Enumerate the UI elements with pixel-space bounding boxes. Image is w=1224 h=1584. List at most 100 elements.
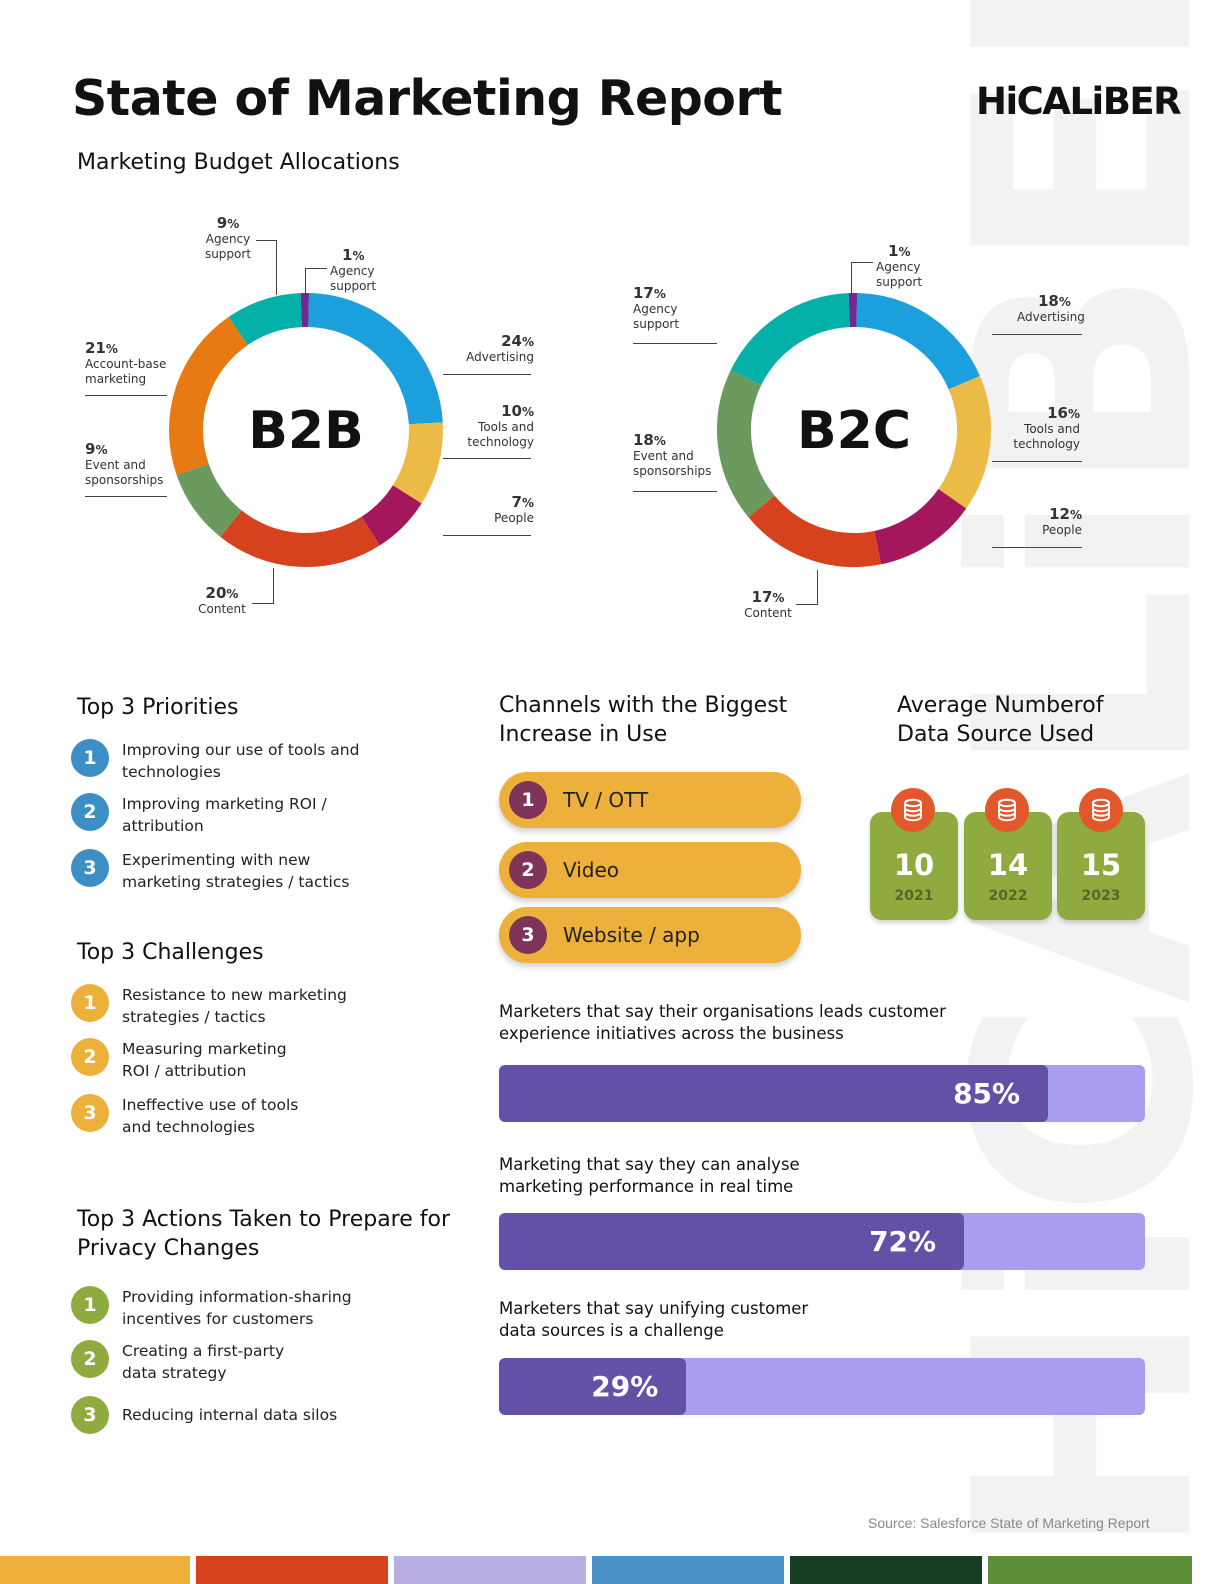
channel-pill-tv-ott: 1 TV / OTT [499, 772, 801, 828]
b2c-people-pct: 12 [1049, 505, 1070, 523]
priority-number-badge: 1 [71, 739, 109, 777]
actions-list: 1 Providing information-sharing incentiv… [71, 1284, 411, 1444]
data-source-count: 10 [893, 848, 935, 882]
action-number-badge: 3 [71, 1396, 109, 1434]
b2c-tools-callout: 16% Tools and technology [994, 404, 1080, 452]
b2c-agency-teal-leader [633, 343, 717, 344]
brand-logo: HiCALiBER [976, 80, 1182, 123]
action-number-badge: 1 [71, 1286, 109, 1324]
priority-number-badge: 3 [71, 849, 109, 887]
data-source-count: 15 [1080, 848, 1122, 882]
b2b-event-label: Event and sponsorships [85, 458, 164, 487]
b2b-content-leader [252, 568, 274, 604]
b2c-tools-leader [992, 461, 1082, 462]
b2b-center-label: B2B [248, 401, 363, 461]
b2c-content-callout: 17% Content [732, 588, 804, 621]
b2c-agency-purple-label: Agency support [876, 260, 923, 289]
stat-bar-fill: 85% [499, 1065, 1049, 1122]
b2c-agency-teal-label: Agency support [633, 302, 680, 331]
challenge-number-badge: 3 [71, 1094, 109, 1132]
channel-number-badge: 2 [509, 851, 547, 889]
b2b-slice-account-base-marketing [169, 316, 249, 476]
stat-bar-fill: 72% [499, 1213, 965, 1270]
channel-label: TV / OTT [563, 788, 649, 812]
challenge-number-badge: 2 [71, 1038, 109, 1076]
b2b-agency-teal-callout: 9% Agency support [204, 214, 252, 261]
list-item: 3 Experimenting with new marketing strat… [71, 849, 382, 893]
b2c-content-leader [796, 570, 818, 605]
action-text: Creating a first-party data strategy [122, 1342, 285, 1382]
b2c-agency-teal-pct: 17 [633, 284, 654, 302]
b2b-agency-teal-leader [256, 240, 277, 295]
list-item: 2 Creating a first-party data strategy [71, 1340, 292, 1384]
b2c-content-label: Content [744, 606, 792, 620]
data-source-year: 2023 [1081, 888, 1121, 904]
b2c-people-label: People [1042, 523, 1082, 537]
list-item: 1 Resistance to new marketing strategies… [71, 984, 382, 1028]
channel-pill-video: 2 Video [499, 842, 801, 898]
stat-title: Marketers that say unifying customer dat… [499, 1299, 809, 1340]
channel-label: Video [563, 858, 620, 882]
b2c-people-leader [992, 547, 1082, 548]
database-icon [985, 788, 1029, 832]
b2c-event-callout: 18% Event and sponsorships [633, 431, 719, 479]
stat-bar-fill: 29% [499, 1358, 687, 1415]
database-icon [891, 788, 935, 832]
b2c-slice-tools-and-technology [938, 376, 991, 509]
footer-stripe [790, 1556, 982, 1584]
b2b-tools-leader [443, 458, 531, 459]
channel-pill-website-app: 3 Website / app [499, 907, 801, 963]
b2c-agency-purple-pct: 1 [888, 242, 899, 260]
b2c-tools-pct: 16 [1047, 404, 1068, 422]
channel-label: Website / app [563, 923, 700, 947]
stat-value-label: 85% [953, 1077, 1021, 1110]
challenges-title: Top 3 Challenges [77, 940, 264, 965]
stat-bar: 85% [499, 1065, 1145, 1122]
challenge-text: Ineffective use of tools and technologie… [122, 1096, 299, 1136]
b2b-people-leader [443, 535, 531, 536]
b2c-event-leader [633, 491, 717, 492]
b2c-agency-purple-callout: 1% Agency support [876, 242, 936, 290]
b2c-slice-content [748, 495, 882, 567]
b2b-slice-agency-support [228, 293, 303, 346]
b2b-slice-event-and-sponsorships [176, 463, 243, 537]
list-item: 1 Improving our use of tools and technol… [71, 739, 382, 783]
b2b-tools-callout: 10% Tools and technology [446, 402, 534, 450]
b2b-people-pct: 7 [511, 493, 522, 511]
b2b-event-callout: 9% Event and sponsorships [85, 440, 175, 488]
list-item: 3 Reducing internal data silos [71, 1396, 382, 1434]
priority-number-badge: 2 [71, 793, 109, 831]
stat-title: Marketers that say their organisations l… [499, 1002, 946, 1043]
action-text: Reducing internal data silos [122, 1406, 338, 1424]
priority-text: Improving our use of tools and technolog… [122, 741, 360, 781]
b2b-abm-leader [85, 395, 167, 396]
list-item: 2 Improving marketing ROI / attribution [71, 793, 382, 837]
b2c-tools-label: Tools and technology [1013, 422, 1080, 451]
stat-bar: 29% [499, 1358, 1145, 1415]
b2b-advertising-leader [443, 374, 531, 375]
b2b-agency-teal-label: Agency support [204, 232, 252, 261]
b2b-donut-chart: B2B [169, 293, 443, 567]
b2c-advertising-leader [992, 334, 1082, 335]
database-icon [1079, 788, 1123, 832]
footer-stripe [394, 1556, 586, 1584]
b2c-slice-agency-support [730, 293, 851, 386]
b2b-people-callout: 7% People [460, 493, 534, 526]
b2b-content-callout: 20% Content [186, 584, 258, 617]
footer-stripe [0, 1556, 190, 1584]
b2b-content-label: Content [198, 602, 246, 616]
challenges-list: 1 Resistance to new marketing strategies… [71, 982, 411, 1142]
data-source-count: 14 [987, 848, 1029, 882]
priority-text: Improving marketing ROI / attribution [122, 795, 327, 835]
stat-bar: 72% [499, 1213, 1145, 1270]
b2b-agency-purple-label: Agency support [330, 264, 377, 293]
b2b-advertising-callout: 24% Advertising [440, 332, 534, 365]
b2b-advertising-pct: 24 [501, 332, 522, 350]
page-title: State of Marketing Report [72, 70, 783, 127]
action-text: Providing information-sharing incentives… [122, 1288, 352, 1328]
list-item: 3 Ineffective use of tools and technolog… [71, 1094, 312, 1138]
b2b-people-label: People [494, 511, 534, 525]
footer-stripe [196, 1556, 388, 1584]
footer-stripe [988, 1556, 1192, 1584]
b2c-event-label: Event and sponsorships [633, 449, 712, 478]
